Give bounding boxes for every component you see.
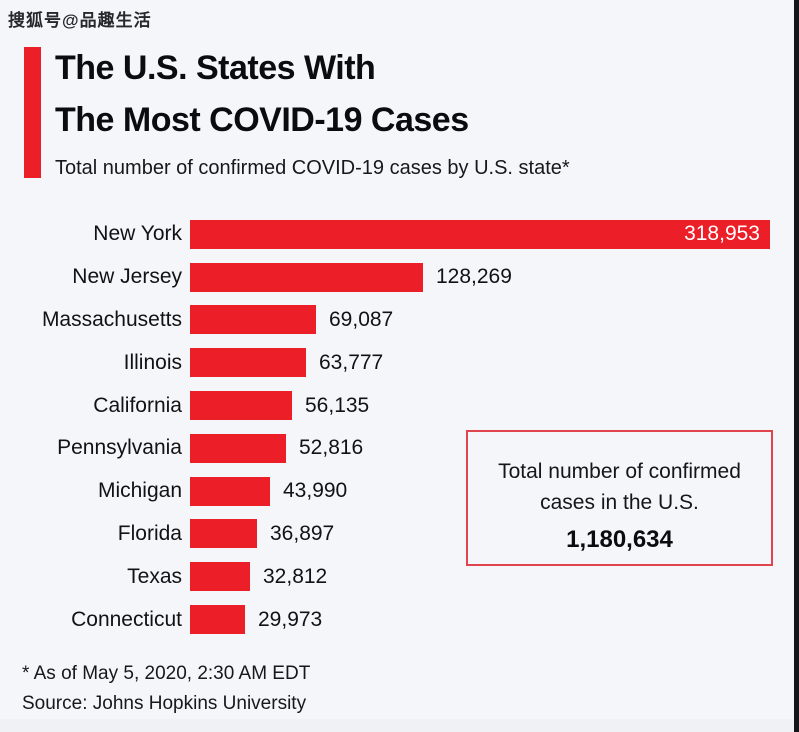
- bar-category-label: Michigan: [97, 479, 182, 503]
- bar-track: 29,973: [190, 598, 792, 641]
- right-edge-border: [794, 0, 799, 732]
- bar-value-label: 56,135: [305, 393, 370, 417]
- bar-chart: New York 318,953 New Jersey 128,269 Massachu…: [0, 213, 792, 641]
- bar-track: 63,777: [190, 341, 792, 384]
- bar-track: 36,897: [190, 513, 792, 556]
- title-accent-bar: [24, 47, 41, 178]
- chart-title-line1: The U.S. States With: [55, 49, 376, 87]
- bar-category-label: Connecticut: [71, 607, 182, 631]
- chart-title: The U.S. States With The Most COVID-19 C…: [55, 42, 469, 146]
- bar-value-label: 128,269: [436, 265, 512, 289]
- bar-value-label: 36,897: [270, 521, 335, 545]
- bar-row: Texas 32,812: [0, 555, 792, 598]
- bar-row: New Jersey 128,269: [0, 256, 792, 299]
- bar: [190, 391, 292, 421]
- bar-track: 52,816: [190, 427, 792, 470]
- bar-category-label: New York: [93, 222, 182, 246]
- bar-category-label: California: [93, 393, 182, 417]
- bar: [190, 562, 250, 592]
- bar-value-label: 29,973: [258, 607, 323, 631]
- watermark-text: 搜狐号@品趣生活: [8, 11, 152, 30]
- bar-track: 43,990: [190, 470, 792, 513]
- bar-category-label: Illinois: [123, 350, 182, 374]
- bar-category-label: Florida: [117, 521, 182, 545]
- bar-track: 56,135: [190, 384, 792, 427]
- bar-category-label: Massachusetts: [41, 307, 182, 331]
- total-box-line2: cases in the U.S.: [540, 491, 699, 514]
- bar: [190, 262, 423, 292]
- bar: [190, 433, 286, 463]
- bar-track: 318,953: [190, 213, 792, 256]
- total-cases-value: 1,180,634: [566, 526, 673, 553]
- bar: [190, 476, 270, 506]
- bar-row: Connecticut 29,973: [0, 598, 792, 641]
- bar-value-label: 318,953: [684, 222, 760, 246]
- bar-value-label: 32,812: [263, 564, 328, 588]
- bar-row: Pennsylvania 52,816: [0, 427, 792, 470]
- bottom-edge-strip: [0, 719, 799, 732]
- bar: [190, 305, 316, 335]
- bar-value-label: 69,087: [329, 307, 394, 331]
- bar-row: California 56,135: [0, 384, 792, 427]
- bar-row: New York 318,953: [0, 213, 792, 256]
- bar-value-label: 63,777: [319, 350, 384, 374]
- bar-track: 32,812: [190, 555, 792, 598]
- bar-category-label: New Jersey: [72, 265, 182, 289]
- total-box-line1: Total number of confirmed: [498, 460, 741, 483]
- bar: [190, 519, 257, 549]
- bar-row: Illinois 63,777: [0, 341, 792, 384]
- bar-value-label: 52,816: [299, 436, 364, 460]
- footer: * As of May 5, 2020, 2:30 AM EDT Source:…: [22, 659, 310, 719]
- bar-value-label: 43,990: [283, 479, 348, 503]
- bar-row: Michigan 43,990: [0, 470, 792, 513]
- bar-category-label: Texas: [127, 564, 182, 588]
- chart-title-line2: The Most COVID-19 Cases: [55, 101, 469, 139]
- bar-track: 69,087: [190, 299, 792, 342]
- bar-track: 128,269: [190, 256, 792, 299]
- bar: [190, 348, 306, 378]
- footnote-date: * As of May 5, 2020, 2:30 AM EDT: [22, 663, 311, 684]
- bar-category-label: Pennsylvania: [57, 436, 182, 460]
- source-credit: Source: Johns Hopkins University: [22, 693, 307, 714]
- total-cases-box: Total number of confirmed cases in the U…: [466, 430, 773, 566]
- bar-row: Florida 36,897: [0, 513, 792, 556]
- bar: [190, 605, 245, 635]
- chart-subtitle: Total number of confirmed COVID-19 cases…: [55, 157, 570, 179]
- bar: 318,953: [190, 219, 770, 249]
- bar-row: Massachusetts 69,087: [0, 299, 792, 342]
